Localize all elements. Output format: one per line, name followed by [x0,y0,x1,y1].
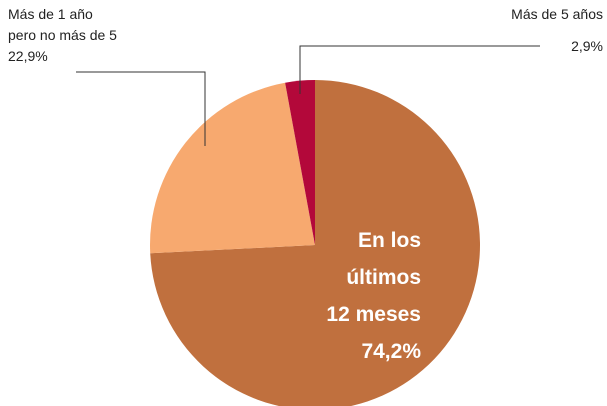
slice-value: 22,9% [8,48,48,64]
leader-line [76,71,206,146]
slice-label: En los últimos 12 meses [326,229,421,326]
pie-slice [150,80,480,406]
slice-value: 74,2% [361,340,421,363]
slice-value: 2,9% [571,38,603,54]
pie-slice [150,82,315,254]
pie-slice [285,80,315,245]
slice-label: Más de 1 año pero no más de 5 [8,6,117,43]
slice-label: Más de 5 años [511,6,603,22]
leader-line [299,45,540,94]
